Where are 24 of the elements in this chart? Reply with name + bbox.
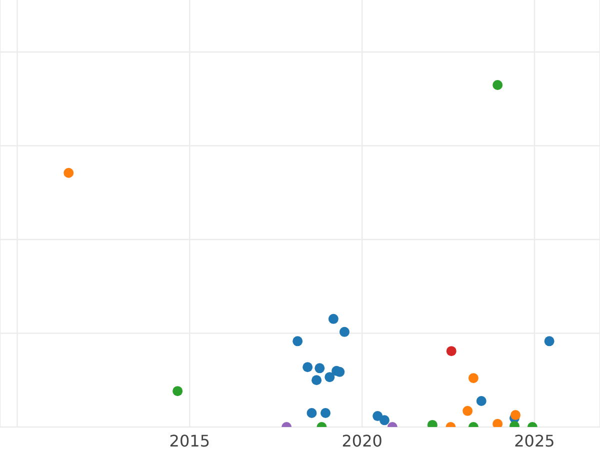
point	[510, 410, 521, 420]
point	[476, 396, 486, 406]
point	[334, 366, 345, 377]
point	[306, 408, 317, 418]
point	[544, 336, 554, 346]
x-tick-label: 2015	[169, 431, 210, 450]
point	[492, 418, 503, 427]
point	[314, 363, 325, 374]
point	[446, 346, 456, 356]
point	[339, 326, 350, 337]
x-tick-label: 2025	[514, 431, 555, 450]
x-tick-label: 2020	[342, 431, 382, 450]
point	[172, 386, 183, 396]
point	[312, 375, 322, 386]
point	[320, 408, 331, 418]
point	[468, 373, 478, 384]
point	[64, 168, 74, 178]
point	[292, 336, 303, 346]
point	[492, 80, 503, 90]
point	[379, 415, 390, 426]
point	[462, 406, 473, 416]
point	[302, 362, 313, 372]
point	[324, 372, 335, 382]
point	[328, 314, 338, 324]
